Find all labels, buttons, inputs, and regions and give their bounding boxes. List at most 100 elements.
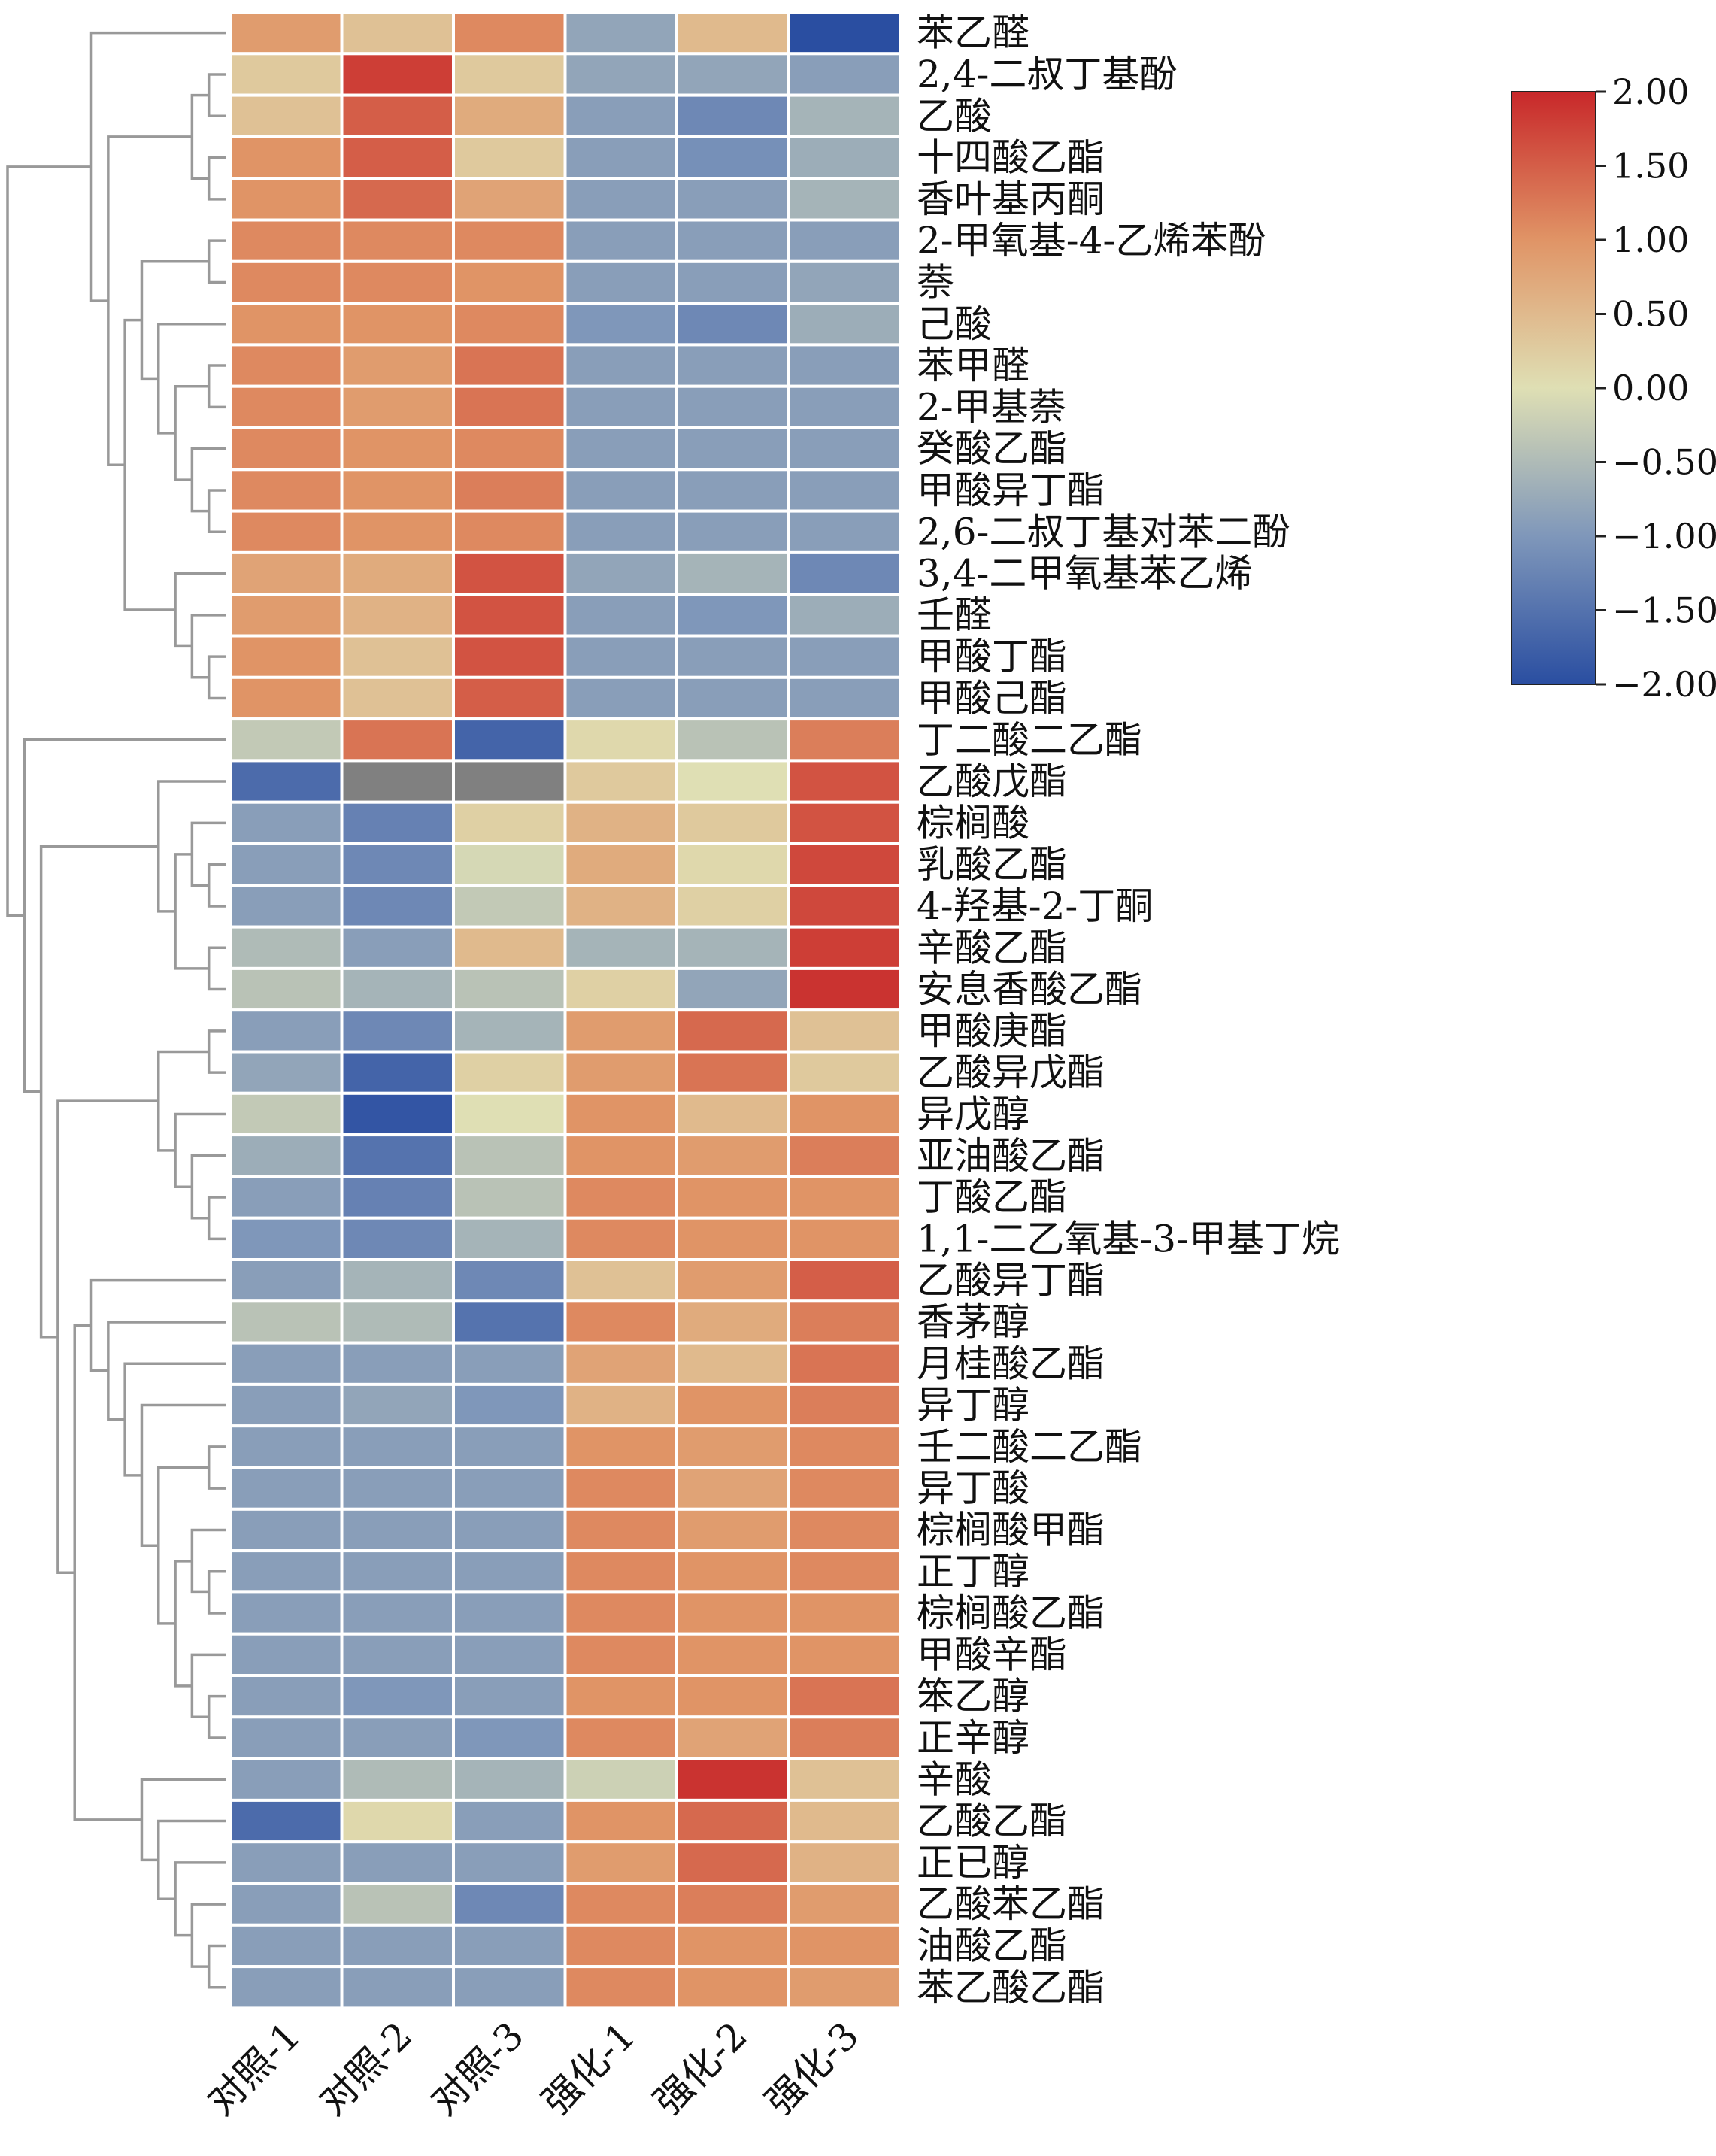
heatmap-cell	[563, 302, 678, 347]
heatmap-cell	[340, 302, 455, 347]
column-label: 对照-2	[311, 2014, 420, 2124]
heatmap-cell	[229, 884, 344, 929]
heatmap-cell	[675, 1923, 790, 1969]
dendrogram-branch	[140, 1778, 226, 1862]
heatmap-cell	[452, 1050, 567, 1095]
row-label: 2,6-二叔丁基对苯二酚	[917, 510, 1290, 553]
heatmap-cell	[787, 343, 902, 388]
heatmap-cell	[675, 593, 790, 638]
heatmap-cell	[229, 1590, 344, 1636]
heatmap-cell	[787, 717, 902, 763]
colorbar-tick-label: 0.50	[1612, 294, 1689, 335]
heatmap-cell	[452, 1757, 567, 1802]
heatmap-cell	[787, 1882, 902, 1927]
heatmap-cell	[787, 1216, 902, 1261]
row-label: 棕榈酸甲酯	[917, 1508, 1105, 1551]
row-label: 乳酸乙酯	[917, 843, 1067, 887]
dendrogram-branch	[190, 1154, 226, 1220]
column-label: 强化-3	[757, 2014, 867, 2124]
row-label: 香叶基丙酮	[917, 177, 1105, 221]
heatmap-cell	[675, 509, 790, 554]
heatmap-cell	[787, 1341, 902, 1386]
row-label: 乙酸异戊酯	[917, 1051, 1105, 1094]
dendrogram-branch	[174, 384, 209, 481]
row-label: 月桂酸乙酯	[917, 1342, 1105, 1385]
heatmap-cell	[787, 1840, 902, 1885]
heatmap-cell	[787, 1258, 902, 1303]
heatmap-cell	[452, 966, 567, 1012]
heatmap-cell	[452, 1882, 567, 1927]
heatmap-cell	[452, 1632, 567, 1677]
heatmap-cell	[563, 1424, 678, 1469]
heatmap-cell	[675, 675, 790, 721]
row-label: 甲酸丁酯	[917, 635, 1067, 678]
heatmap-cell	[229, 93, 344, 138]
heatmap-cell	[452, 1341, 567, 1386]
row-label: 油酸乙酯	[917, 1924, 1067, 1967]
heatmap-cell	[340, 1382, 455, 1428]
row-label: 棕榈酸	[917, 801, 1029, 845]
heatmap-cell	[787, 759, 902, 804]
colorbar-tick-label: 1.00	[1612, 220, 1689, 260]
heatmap-cell	[452, 1133, 567, 1178]
heatmap-cell	[675, 1175, 790, 1220]
heatmap-cell	[787, 1008, 902, 1054]
heatmap-cell	[229, 634, 344, 679]
heatmap-cell	[452, 1840, 567, 1885]
heatmap-cell	[787, 1923, 902, 1969]
row-label: 甲酸异丁酯	[917, 468, 1105, 512]
heatmap-cell	[340, 842, 455, 887]
heatmap-cell	[787, 1674, 902, 1719]
heatmap-cell	[675, 177, 790, 222]
heatmap-cell	[229, 1133, 344, 1178]
heatmap-cell	[675, 1798, 790, 1844]
dendrogram-branch	[207, 73, 226, 117]
colorbar-tick-label: −1.00	[1612, 516, 1716, 556]
dendrogram-branch	[140, 260, 209, 381]
heatmap-cell	[675, 842, 790, 887]
heatmap-cell	[563, 634, 678, 679]
heatmap-cell	[787, 593, 902, 638]
heatmap-cell	[340, 426, 455, 472]
row-label: 正辛醇	[917, 1716, 1029, 1760]
heatmap-cell	[229, 1882, 344, 1927]
heatmap-cell	[229, 384, 344, 430]
column-label: 对照-1	[199, 2014, 309, 2124]
heatmap-cell	[229, 1923, 344, 1969]
heatmap-cell	[340, 1175, 455, 1220]
heatmap-cell	[229, 842, 344, 887]
row-label: 十四酸乙酯	[917, 136, 1105, 180]
heatmap-cell	[563, 550, 678, 596]
heatmap-cell	[787, 675, 902, 721]
heatmap-cell	[675, 1424, 790, 1469]
dendrogram-branch	[56, 1099, 159, 1575]
heatmap-cell	[340, 509, 455, 554]
heatmap-cell	[787, 1632, 902, 1677]
heatmap-cell	[563, 759, 678, 804]
heatmap-cell	[452, 11, 567, 56]
heatmap-cell	[452, 759, 567, 804]
colorbar-tick-label: −1.50	[1612, 590, 1716, 631]
column-label: 对照-3	[423, 2014, 532, 2124]
heatmap-cell	[229, 593, 344, 638]
heatmap-cell	[452, 800, 567, 845]
dendrogram-branch	[207, 1944, 226, 1989]
heatmap-cell	[675, 1965, 790, 2010]
heatmap-cell	[563, 675, 678, 721]
heatmap-cell	[675, 966, 790, 1012]
row-label: 苯乙醛	[917, 11, 1029, 55]
heatmap-cell	[787, 884, 902, 929]
row-label: 异戊醇	[917, 1092, 1029, 1136]
heatmap-cell	[563, 1091, 678, 1137]
heatmap-cell	[675, 11, 790, 56]
heatmap-cell	[229, 259, 344, 305]
heatmap-cell	[563, 1590, 678, 1636]
dendrogram-branch	[123, 318, 176, 611]
row-label: 乙酸戊酯	[917, 760, 1067, 803]
heatmap-cell	[675, 52, 790, 97]
heatmap-cell	[452, 1923, 567, 1969]
heatmap-cell	[563, 1133, 678, 1178]
heatmap-cell	[675, 1549, 790, 1594]
heatmap-cell	[229, 177, 344, 222]
heatmap-cell	[229, 800, 344, 845]
